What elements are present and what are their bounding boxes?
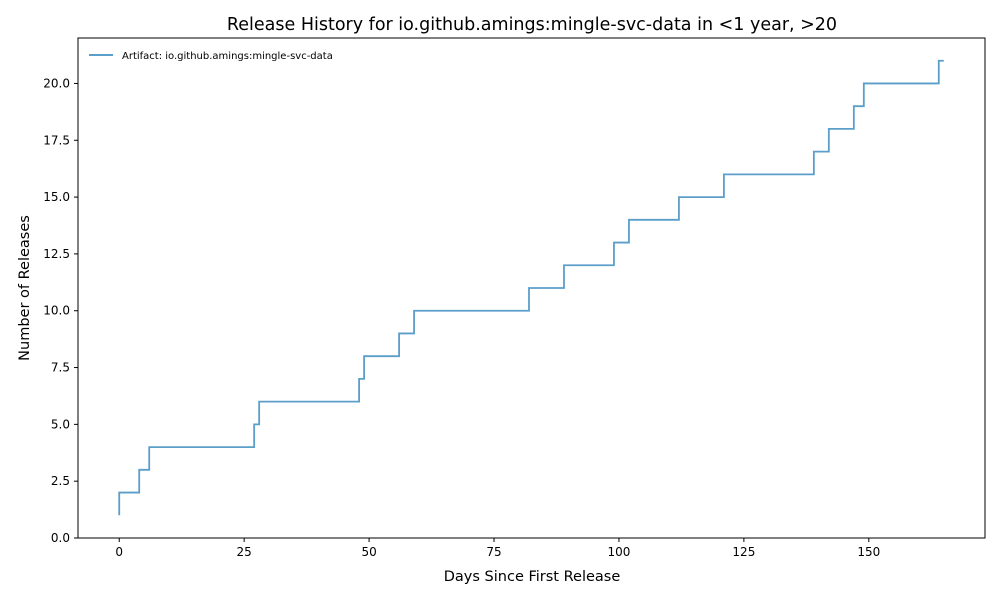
x-axis-ticks: 0 25 50 75 100 125 150 [115,538,880,559]
y-tick-label: 7.5 [51,361,70,375]
x-tick-label: 50 [361,545,376,559]
y-tick-label: 0.0 [51,531,70,545]
y-axis-ticks: 0.0 2.5 5.0 7.5 10.0 12.5 15.0 17.5 20.0 [43,76,78,545]
x-tick-label: 75 [486,545,501,559]
plot-frame [77,37,986,539]
series-line-0 [118,59,944,516]
x-tick-label: 25 [237,545,252,559]
x-tick-label: 125 [732,545,755,559]
x-tick-label: 0 [115,545,123,559]
plot-area [77,37,986,539]
y-tick-label: 5.0 [51,417,70,431]
x-tick-label: 150 [857,545,880,559]
y-tick-label: 12.5 [43,247,70,261]
legend: Artifact: io.github.amings:mingle-svc-da… [89,51,333,62]
y-tick-label: 15.0 [43,190,70,204]
y-tick-label: 2.5 [51,474,70,488]
y-tick-label: 10.0 [43,304,70,318]
x-tick-label: 100 [607,545,630,559]
chart-title: Release History for io.github.amings:min… [227,15,837,35]
x-axis-label: Days Since First Release [444,569,621,585]
y-axis-label: Number of Releases [17,215,33,361]
y-tick-label: 20.0 [43,76,70,90]
y-tick-label: 17.5 [43,133,70,147]
legend-entry-label: Artifact: io.github.amings:mingle-svc-da… [122,51,333,62]
